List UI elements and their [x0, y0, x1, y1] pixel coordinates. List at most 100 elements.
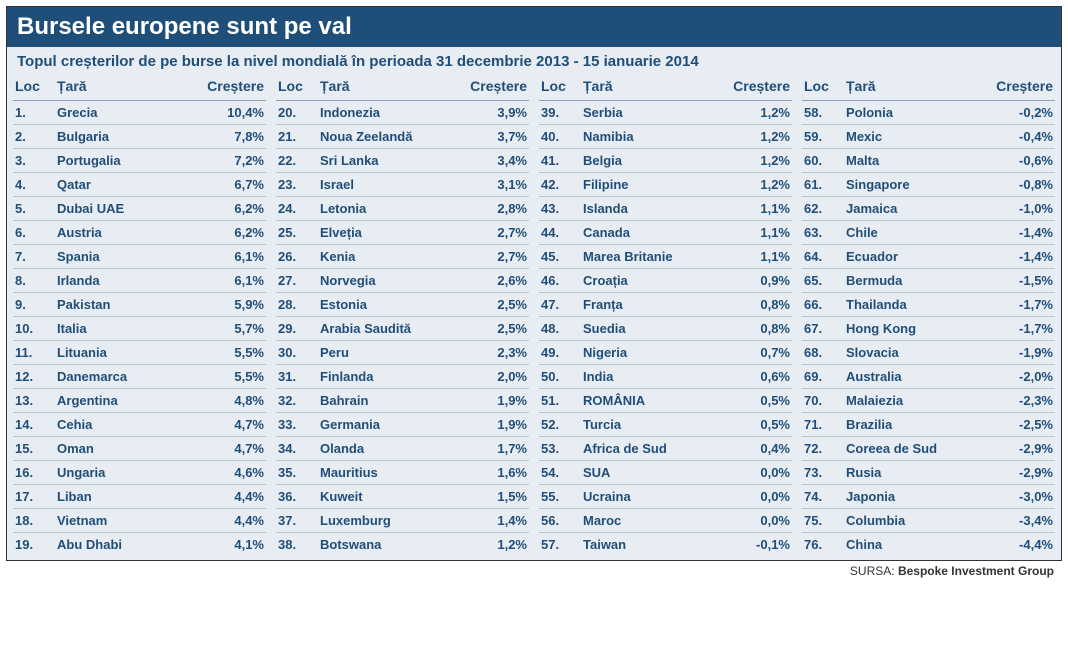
- cell-rank: 41.: [541, 153, 579, 168]
- table-row: 5.Dubai UAE6,2%: [13, 197, 266, 221]
- table-row: 29.Arabia Saudită2,5%: [276, 317, 529, 341]
- cell-growth: 0,0%: [728, 465, 790, 480]
- table-row: 48.Suedia0,8%: [539, 317, 792, 341]
- cell-country: Croația: [579, 273, 728, 288]
- cell-rank: 76.: [804, 537, 842, 552]
- table-row: 31.Finlanda2,0%: [276, 365, 529, 389]
- header-rank: Loc: [804, 78, 842, 94]
- cell-rank: 75.: [804, 513, 842, 528]
- cell-country: Bulgaria: [53, 129, 202, 144]
- cell-country: Chile: [842, 225, 991, 240]
- cell-country: Elveția: [316, 225, 465, 240]
- cell-country: ROMÂNIA: [579, 393, 728, 408]
- cell-country: Liban: [53, 489, 202, 504]
- cell-growth: 6,1%: [202, 249, 264, 264]
- cell-country: Belgia: [579, 153, 728, 168]
- table-row: 62.Jamaica-1,0%: [802, 197, 1055, 221]
- cell-country: Nigeria: [579, 345, 728, 360]
- cell-growth: -2,9%: [991, 441, 1053, 456]
- cell-growth: 3,1%: [465, 177, 527, 192]
- cell-rank: 30.: [278, 345, 316, 360]
- cell-rank: 39.: [541, 105, 579, 120]
- cell-growth: 4,7%: [202, 417, 264, 432]
- cell-rank: 54.: [541, 465, 579, 480]
- cell-rank: 52.: [541, 417, 579, 432]
- table-row: 16.Ungaria4,6%: [13, 461, 266, 485]
- cell-rank: 18.: [15, 513, 53, 528]
- cell-country: Marea Britanie: [579, 249, 728, 264]
- table-row: 39.Serbia1,2%: [539, 101, 792, 125]
- cell-growth: 5,5%: [202, 345, 264, 360]
- table-row: 24.Letonia2,8%: [276, 197, 529, 221]
- cell-growth: 10,4%: [202, 105, 264, 120]
- cell-country: Grecia: [53, 105, 202, 120]
- cell-growth: 2,7%: [465, 249, 527, 264]
- cell-growth: 1,9%: [465, 393, 527, 408]
- table-row: 2.Bulgaria7,8%: [13, 125, 266, 149]
- table-row: 35.Mauritius1,6%: [276, 461, 529, 485]
- cell-growth: -1,5%: [991, 273, 1053, 288]
- column-header: LocȚarăCreștere: [13, 74, 266, 101]
- cell-country: Kuweit: [316, 489, 465, 504]
- cell-growth: 7,2%: [202, 153, 264, 168]
- column-header: LocȚarăCreștere: [802, 74, 1055, 101]
- cell-country: Mauritius: [316, 465, 465, 480]
- cell-growth: 0,5%: [728, 393, 790, 408]
- table-row: 73.Rusia-2,9%: [802, 461, 1055, 485]
- cell-growth: -0,6%: [991, 153, 1053, 168]
- cell-rank: 38.: [278, 537, 316, 552]
- cell-rank: 71.: [804, 417, 842, 432]
- cell-rank: 68.: [804, 345, 842, 360]
- table-row: 25.Elveția2,7%: [276, 221, 529, 245]
- cell-country: Maroc: [579, 513, 728, 528]
- cell-country: Indonezia: [316, 105, 465, 120]
- cell-growth: 3,9%: [465, 105, 527, 120]
- cell-growth: -1,4%: [991, 225, 1053, 240]
- table-row: 52.Turcia0,5%: [539, 413, 792, 437]
- table-row: 56.Maroc0,0%: [539, 509, 792, 533]
- cell-growth: 6,7%: [202, 177, 264, 192]
- table-row: 21.Noua Zeelandă3,7%: [276, 125, 529, 149]
- cell-country: Canada: [579, 225, 728, 240]
- table-row: 51.ROMÂNIA0,5%: [539, 389, 792, 413]
- cell-country: Singapore: [842, 177, 991, 192]
- cell-country: Slovacia: [842, 345, 991, 360]
- cell-growth: 2,7%: [465, 225, 527, 240]
- cell-rank: 16.: [15, 465, 53, 480]
- cell-country: Serbia: [579, 105, 728, 120]
- cell-rank: 66.: [804, 297, 842, 312]
- cell-country: Luxemburg: [316, 513, 465, 528]
- table-row: 12.Danemarca5,5%: [13, 365, 266, 389]
- column-header: LocȚarăCreștere: [539, 74, 792, 101]
- source-line: SURSA: Bespoke Investment Group: [6, 561, 1062, 580]
- cell-country: Arabia Saudită: [316, 321, 465, 336]
- cell-growth: 0,9%: [728, 273, 790, 288]
- cell-country: Finlanda: [316, 369, 465, 384]
- cell-country: Mexic: [842, 129, 991, 144]
- source-label: SURSA:: [850, 564, 895, 578]
- cell-country: Dubai UAE: [53, 201, 202, 216]
- cell-country: Austria: [53, 225, 202, 240]
- cell-growth: 7,8%: [202, 129, 264, 144]
- table-row: 7.Spania6,1%: [13, 245, 266, 269]
- cell-country: Israel: [316, 177, 465, 192]
- cell-growth: -2,5%: [991, 417, 1053, 432]
- cell-rank: 73.: [804, 465, 842, 480]
- table-row: 18.Vietnam4,4%: [13, 509, 266, 533]
- cell-country: Lituania: [53, 345, 202, 360]
- header-country: Țară: [579, 78, 728, 94]
- cell-country: Polonia: [842, 105, 991, 120]
- cell-country: Ungaria: [53, 465, 202, 480]
- cell-rank: 9.: [15, 297, 53, 312]
- cell-rank: 63.: [804, 225, 842, 240]
- cell-rank: 27.: [278, 273, 316, 288]
- cell-country: Pakistan: [53, 297, 202, 312]
- table-row: 70.Malaiezia-2,3%: [802, 389, 1055, 413]
- cell-rank: 51.: [541, 393, 579, 408]
- cell-rank: 74.: [804, 489, 842, 504]
- cell-country: Irlanda: [53, 273, 202, 288]
- cell-growth: 5,9%: [202, 297, 264, 312]
- header-growth: Creștere: [728, 78, 790, 94]
- table-row: 6.Austria6,2%: [13, 221, 266, 245]
- cell-rank: 59.: [804, 129, 842, 144]
